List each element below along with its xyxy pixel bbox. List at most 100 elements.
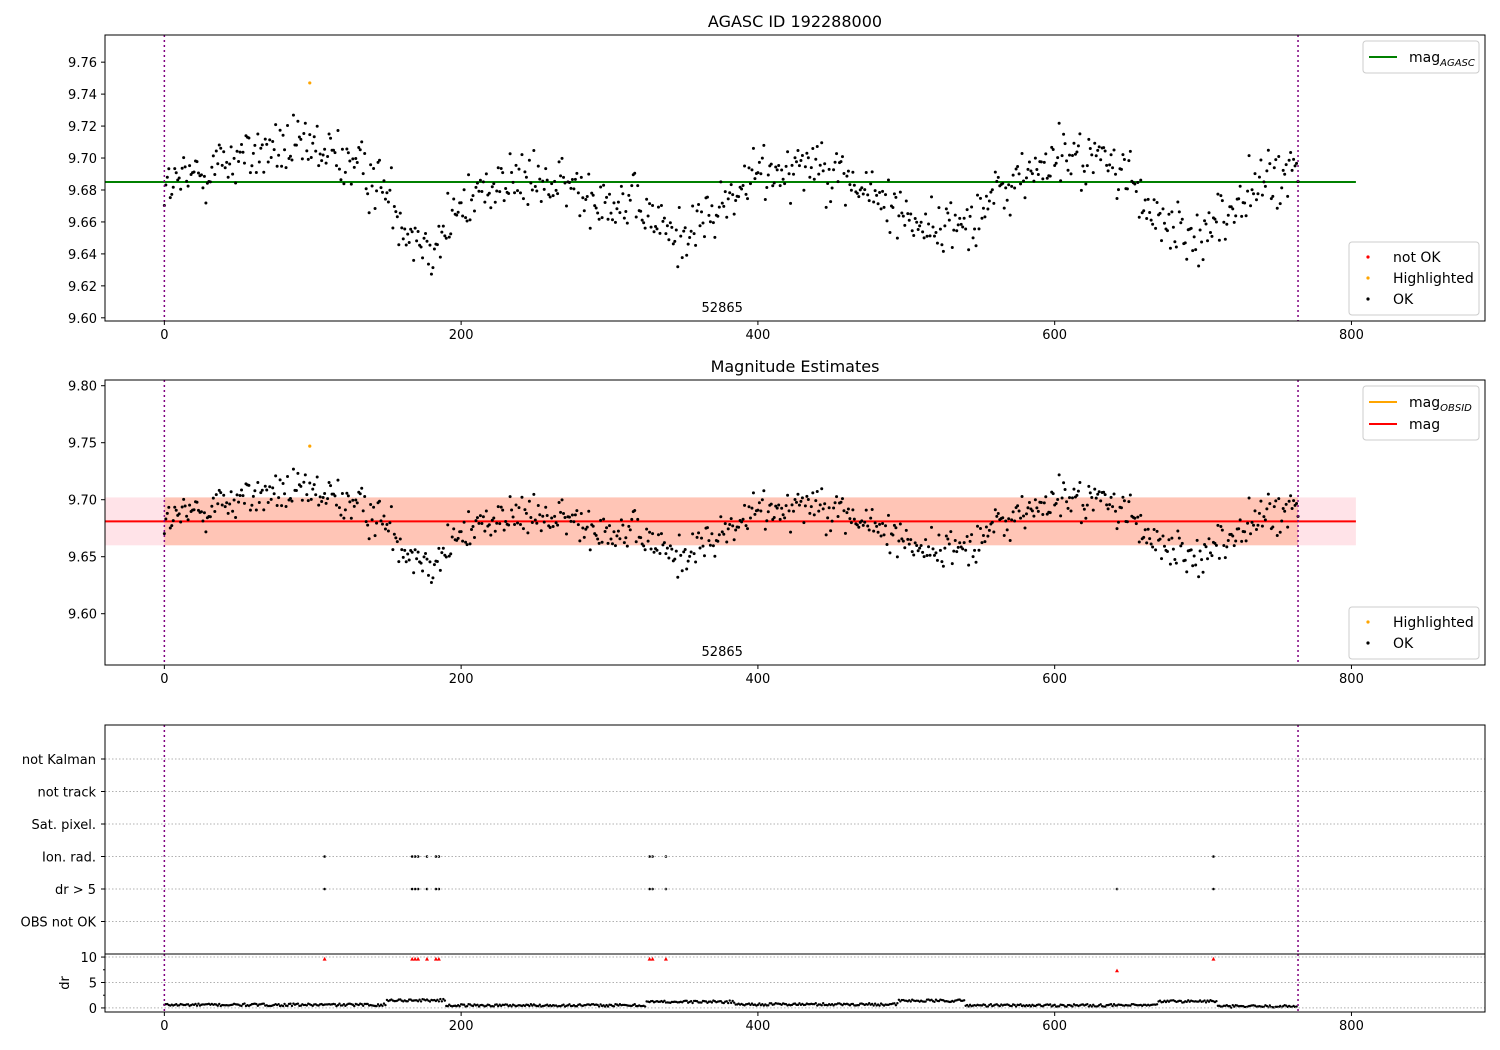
data-point (1045, 176, 1049, 180)
data-point (676, 265, 680, 269)
data-point (757, 160, 761, 164)
data-point (1240, 214, 1244, 218)
data-point (441, 546, 445, 550)
data-point (820, 487, 824, 491)
data-point (955, 550, 959, 554)
dr-point (1187, 999, 1190, 1002)
data-point (1201, 258, 1205, 262)
data-point (340, 491, 344, 495)
data-point (472, 536, 476, 540)
data-point (303, 121, 307, 125)
data-point (170, 524, 174, 528)
data-point (876, 530, 880, 534)
data-point (685, 567, 689, 571)
data-point (238, 493, 242, 497)
data-point (630, 517, 634, 521)
dr-point (894, 1004, 898, 1007)
data-point (308, 133, 312, 137)
data-point (1133, 182, 1137, 186)
data-point (1277, 155, 1281, 159)
dr-point (495, 1003, 498, 1006)
data-point (302, 480, 306, 484)
data-point (618, 537, 622, 541)
data-point (474, 519, 478, 523)
data-point (284, 505, 288, 509)
data-point (953, 213, 957, 217)
data-point (376, 160, 380, 164)
data-point (771, 184, 775, 188)
data-point (1262, 180, 1266, 184)
data-point (671, 242, 675, 246)
data-point (940, 243, 944, 247)
dr-point (1215, 999, 1218, 1003)
data-point (545, 178, 549, 182)
data-point (211, 496, 215, 500)
data-point (530, 188, 534, 192)
data-point (1170, 536, 1174, 540)
dr-point (437, 1000, 441, 1003)
data-point (1122, 158, 1126, 162)
data-point (993, 508, 997, 512)
data-point (352, 504, 356, 508)
flag-point (434, 887, 438, 891)
data-point (734, 199, 738, 203)
data-point (562, 175, 566, 179)
data-point (973, 548, 977, 552)
data-point (860, 186, 864, 190)
data-point (1121, 495, 1125, 499)
data-point (792, 509, 796, 513)
data-point (266, 160, 270, 164)
dr-point (1185, 1000, 1188, 1004)
data-point (996, 511, 1000, 515)
flag-point (323, 855, 326, 858)
data-point (517, 506, 521, 510)
data-point (913, 541, 917, 545)
data-point (597, 217, 601, 221)
data-point (1207, 537, 1211, 541)
data-point (615, 207, 619, 211)
data-point (403, 548, 407, 552)
data-point (1143, 528, 1147, 532)
data-point (622, 541, 626, 545)
data-point (780, 506, 784, 510)
data-point (772, 516, 776, 520)
legend-box (1348, 606, 1480, 660)
data-point (781, 513, 785, 517)
data-point (833, 501, 837, 505)
data-point (800, 496, 804, 500)
data-point (1207, 211, 1211, 215)
chart-title: AGASC ID 192288000 (708, 12, 882, 31)
legend-point-label: Highlighted (1393, 615, 1474, 631)
data-point (728, 191, 732, 195)
data-point (1272, 166, 1276, 170)
data-point (636, 517, 640, 521)
dr-point (1295, 1005, 1298, 1008)
data-point (329, 484, 333, 488)
data-point (507, 191, 511, 195)
dr-clipped-marker (322, 956, 327, 961)
data-point (689, 550, 693, 554)
data-point (398, 537, 402, 541)
data-point (947, 218, 951, 222)
data-point (1139, 178, 1143, 182)
data-point (508, 152, 512, 156)
data-point (965, 208, 969, 212)
data-point (720, 530, 724, 534)
data-point (487, 523, 491, 527)
data-point (769, 502, 773, 506)
dr-point (462, 1003, 466, 1006)
data-point (677, 533, 681, 537)
data-point (1266, 148, 1270, 152)
data-point (946, 537, 950, 541)
dr-point (867, 1002, 871, 1005)
data-point (584, 527, 588, 531)
data-point (406, 232, 410, 236)
data-point (800, 154, 804, 158)
data-point (386, 200, 390, 204)
data-point (238, 150, 242, 154)
data-point (747, 166, 751, 170)
data-point (901, 214, 905, 218)
data-point (361, 509, 365, 513)
